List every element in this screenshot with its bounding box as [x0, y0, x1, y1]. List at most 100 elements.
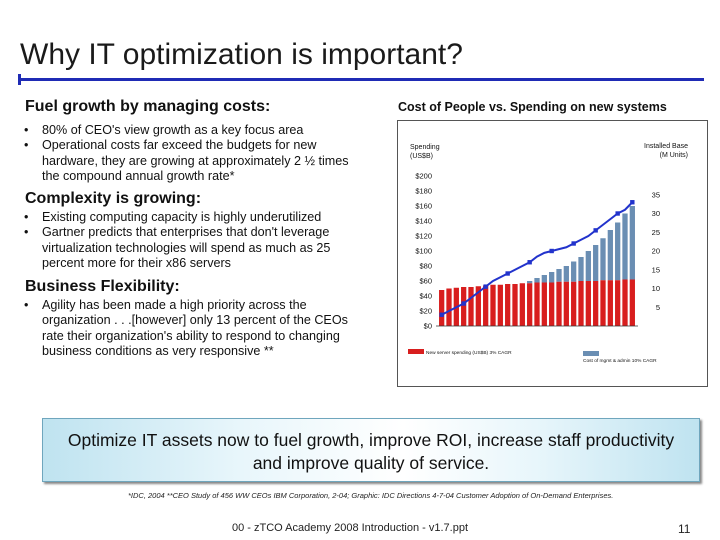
bar-mgmt-cost [607, 230, 613, 281]
bar-server-spending [585, 281, 591, 326]
bar-server-spending [527, 283, 533, 326]
installed-base-point [630, 200, 635, 205]
y-right-tick-label: 35 [652, 190, 660, 199]
bar-server-spending [541, 282, 547, 326]
y-left-tick-label: $20 [419, 307, 432, 316]
installed-base-point [439, 312, 444, 317]
installed-base-polyline [441, 201, 634, 316]
list-item: Operational costs far exceed the budgets… [24, 138, 364, 184]
y-left-tick-label: $40 [419, 292, 432, 301]
y-right-tick-label: 30 [652, 209, 660, 218]
bar-server-spending [519, 283, 525, 326]
bar-server-spending [505, 284, 511, 326]
bar-mgmt-cost [622, 213, 628, 280]
chart-title: Cost of People vs. Spending on new syste… [398, 100, 667, 114]
legend-swatch-spending [408, 349, 424, 354]
installed-base-point [593, 228, 598, 233]
footer-filename: 00 - zTCO Academy 2008 Introduction - v1… [232, 522, 469, 534]
list-item: 80% of CEO's view growth as a key focus … [24, 123, 364, 139]
section-heading-complexity: Complexity is growing: [25, 190, 202, 207]
installed-base-point [527, 260, 532, 265]
y-left-tick-label: $100 [415, 247, 432, 256]
bullet-list-costs: 80% of CEO's view growth as a key focus … [24, 123, 364, 184]
bar-mgmt-cost [585, 251, 591, 281]
section-heading-costs: Fuel growth by managing costs: [25, 98, 271, 115]
title-rule [18, 78, 704, 81]
bar-server-spending [556, 281, 562, 326]
y-left-ticks: $0 $20 $40 $60 $80 $100 $120 $140 $160 $180 $200 [415, 172, 432, 331]
installed-base-line [439, 200, 635, 317]
chart-svg: Spending (US$B) Installed Base (M Units) $… [408, 143, 688, 364]
y-left-tick-label: $200 [415, 172, 432, 181]
bar-server-spending [593, 281, 599, 326]
bar-server-spending [607, 280, 613, 326]
installed-base-point [461, 301, 466, 306]
bar-server-spending [629, 279, 635, 326]
bar-server-spending [497, 284, 503, 326]
slide-title: Why IT optimization is important? [20, 38, 463, 71]
y-left-tick-label: $160 [415, 202, 432, 211]
installed-base-point [505, 271, 510, 276]
bar-mgmt-cost [629, 206, 635, 280]
bars [436, 206, 638, 327]
bar-server-spending [571, 281, 577, 326]
bar-server-spending [615, 280, 621, 326]
bar-mgmt-cost [549, 272, 555, 283]
bar-mgmt-cost [593, 245, 599, 281]
legend-label-mgmt: Cost of mgmt & admin 10% CAGR [583, 358, 657, 364]
page-number: 11 [678, 522, 691, 536]
bullet-list-complexity: Existing computing capacity is highly un… [24, 210, 364, 271]
installed-base-point [615, 211, 620, 216]
bar-server-spending [490, 284, 496, 326]
bar-mgmt-cost [534, 278, 540, 283]
y-left-label-line: (US$B) [410, 153, 433, 160]
bar-mgmt-cost [541, 275, 547, 283]
y-right-tick-label: 10 [652, 284, 660, 293]
bullet-list-flexibility: Agility has been made a high priority ac… [24, 298, 364, 359]
y-right-tick-label: 5 [656, 303, 660, 312]
bar-server-spending [483, 285, 489, 326]
y-right-ticks: 5 10 15 20 25 30 35 [652, 190, 660, 312]
y-left-tick-label: $140 [415, 217, 432, 226]
y-right-tick-label: 25 [652, 228, 660, 237]
bar-mgmt-cost [600, 238, 606, 281]
bar-mgmt-cost [578, 257, 584, 281]
list-item: Existing computing capacity is highly un… [24, 210, 364, 226]
y-left-tick-label: $0 [424, 322, 432, 331]
bar-server-spending [475, 286, 481, 326]
bar-server-spending [446, 288, 452, 326]
installed-base-point [571, 241, 576, 246]
callout-banner: Optimize IT assets now to fuel growth, i… [42, 418, 700, 482]
section-heading-flexibility: Business Flexibility: [25, 278, 180, 295]
legend-swatch-mgmt [583, 351, 599, 356]
bar-mgmt-cost [556, 269, 562, 282]
bar-mgmt-cost [563, 266, 569, 282]
y-left-label: Spending (US$B) [410, 144, 440, 160]
list-item: Agility has been made a high priority ac… [24, 298, 364, 359]
bar-server-spending [534, 282, 540, 326]
footnote: *IDC, 2004 **CEO Study of 456 WW CEOs IB… [128, 491, 614, 500]
y-right-label-line: (M Units) [660, 152, 688, 159]
y-right-label: Installed Base (M Units) [644, 143, 688, 159]
y-left-tick-label: $180 [415, 187, 432, 196]
bar-mgmt-cost [615, 222, 621, 281]
bar-server-spending [600, 280, 606, 326]
bar-server-spending [439, 290, 445, 326]
bar-server-spending [578, 281, 584, 326]
bar-server-spending [512, 284, 518, 326]
y-right-label-line: Installed Base [644, 143, 688, 150]
installed-base-point [549, 248, 554, 254]
legend-label-spending: New server spending (US$B) 3% CAGR [426, 350, 512, 356]
y-left-label-line: Spending [410, 144, 440, 151]
bar-mgmt-cost [571, 261, 577, 282]
y-left-tick-label: $120 [415, 232, 432, 241]
bar-server-spending [563, 281, 569, 326]
bar-server-spending [461, 287, 467, 326]
installed-base-point [483, 284, 488, 289]
bar-server-spending [549, 282, 555, 326]
legend: New server spending (US$B) 3% CAGR Cost o… [408, 349, 657, 364]
list-item: Gartner predicts that enterprises that d… [24, 225, 364, 271]
chart-frame: Spending (US$B) Installed Base (M Units) $… [397, 120, 708, 387]
bar-server-spending [468, 287, 474, 326]
y-left-tick-label: $80 [419, 262, 432, 271]
